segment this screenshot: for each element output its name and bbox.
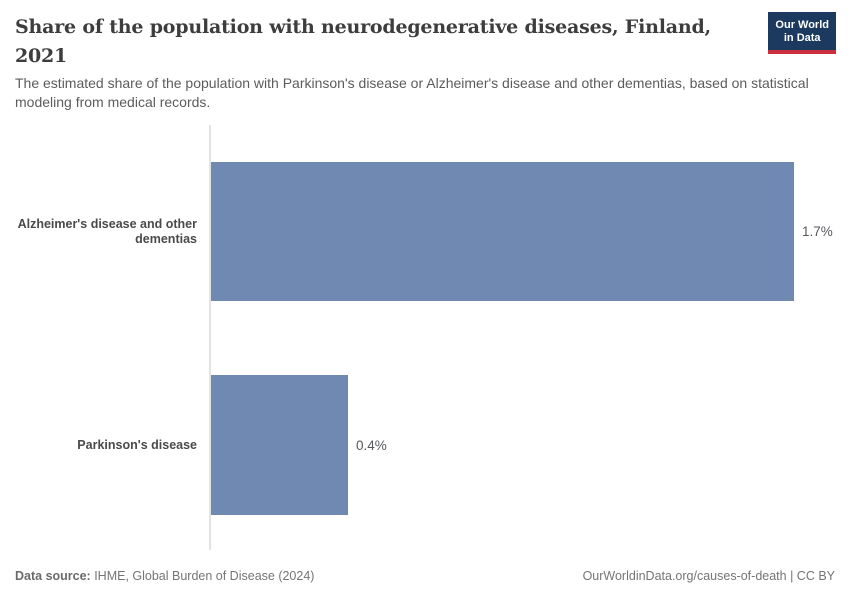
plot-area: Alzheimer's disease and other dementias … xyxy=(0,125,850,550)
category-label-alzheimers: Alzheimer's disease and other dementias xyxy=(17,216,197,246)
data-source-label: Data source: xyxy=(15,569,91,583)
data-source-text: IHME, Global Burden of Disease (2024) xyxy=(90,569,315,583)
y-axis-line xyxy=(209,125,211,550)
footer: Data source: IHME, Global Burden of Dise… xyxy=(15,568,835,584)
chart-subtitle: The estimated share of the population wi… xyxy=(15,75,809,110)
bar-parkinsons[interactable] xyxy=(211,375,348,515)
chart-title: Share of the population with neurodegene… xyxy=(15,16,711,67)
owid-logo-line2: in Data xyxy=(783,32,821,44)
bar-row-parkinsons: 0.4% xyxy=(211,375,387,515)
bar-alzheimers[interactable] xyxy=(211,162,794,301)
owid-logo-line1: Our World xyxy=(775,19,829,31)
bar-row-alzheimers: 1.7% xyxy=(211,162,833,301)
data-source: Data source: IHME, Global Burden of Dise… xyxy=(15,568,314,584)
owid-logo[interactable]: Our World in Data xyxy=(768,12,836,54)
value-label-alzheimers: 1.7% xyxy=(802,224,833,239)
value-label-parkinsons: 0.4% xyxy=(356,437,387,453)
license-link[interactable]: OurWorldinData.org/causes-of-death | CC … xyxy=(582,569,835,583)
category-label-parkinsons: Parkinson's disease xyxy=(77,437,197,452)
